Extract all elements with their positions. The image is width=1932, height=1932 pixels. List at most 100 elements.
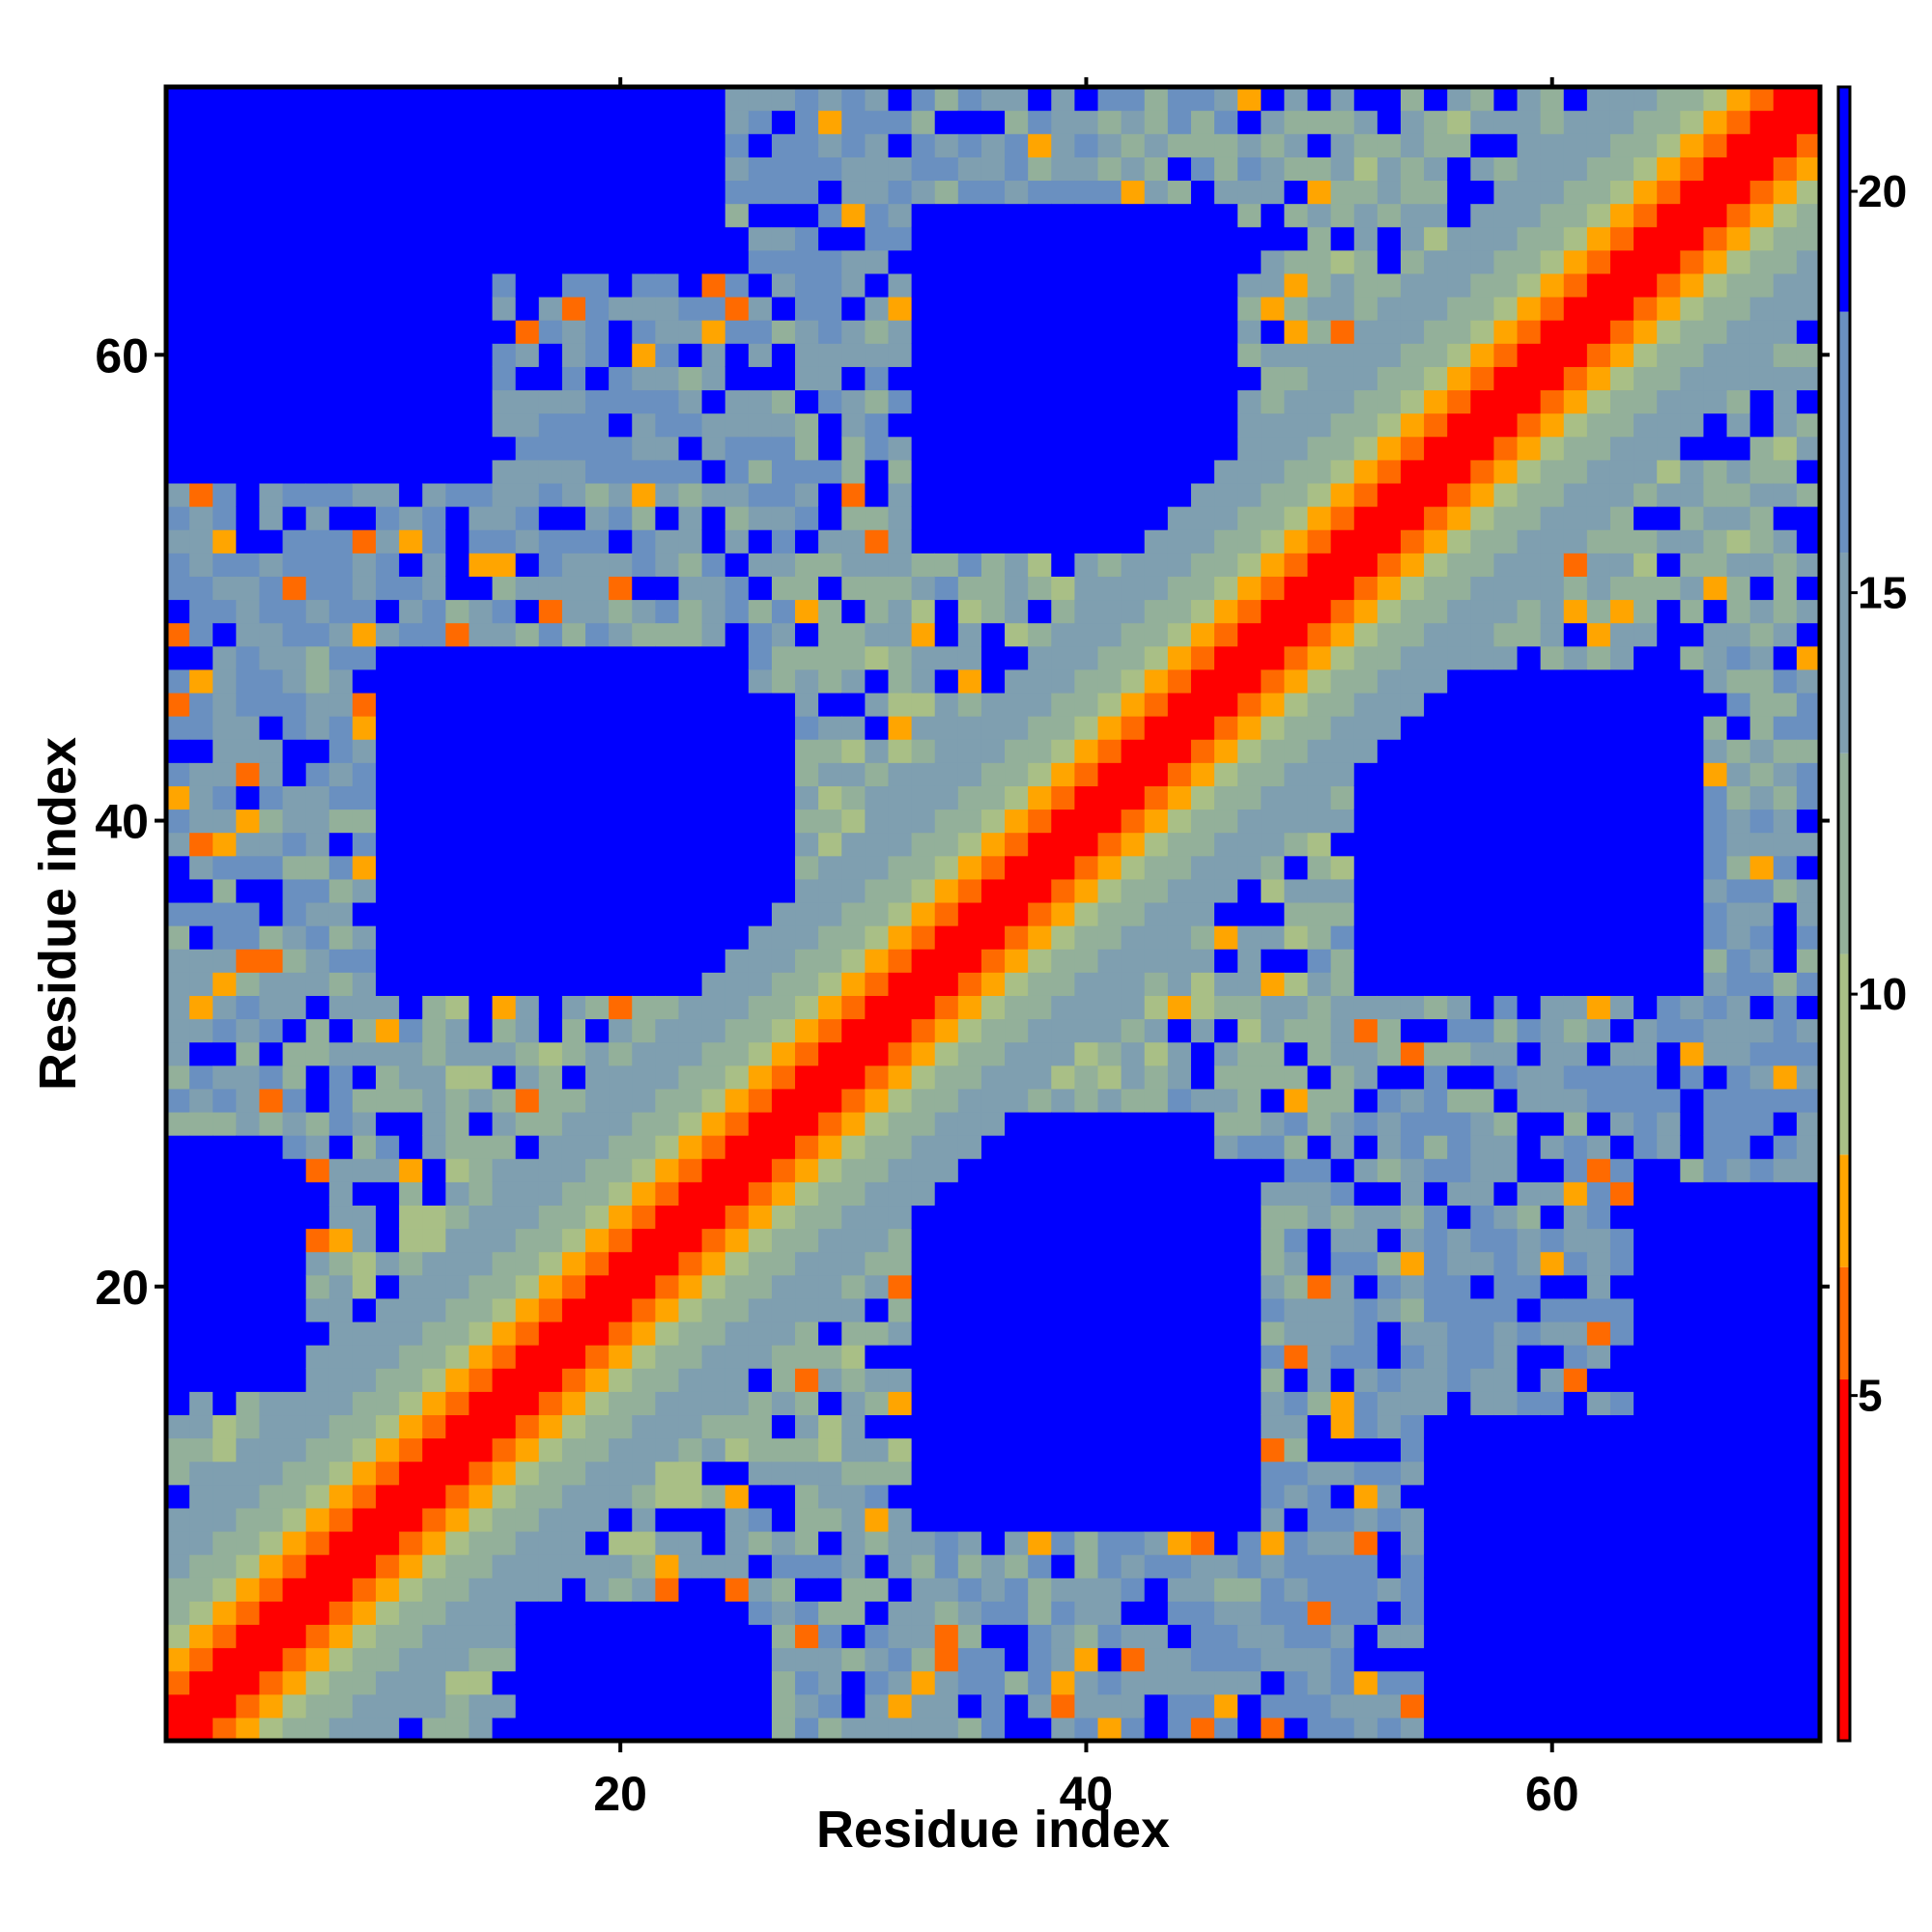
heatmap-cell xyxy=(1470,506,1495,530)
heatmap-cell xyxy=(1447,343,1471,367)
heatmap-cell xyxy=(1074,156,1099,182)
heatmap-cell xyxy=(934,180,959,205)
heatmap-cell xyxy=(1470,785,1495,810)
heatmap-cell xyxy=(1307,226,1332,251)
heatmap-cell xyxy=(1540,553,1565,577)
heatmap-cell xyxy=(1377,249,1402,274)
heatmap-cell xyxy=(352,762,377,786)
heatmap-cell xyxy=(328,855,354,880)
heatmap-cell xyxy=(1121,1297,1146,1322)
heatmap-cell xyxy=(445,785,470,810)
heatmap-cell xyxy=(701,1111,726,1136)
heatmap-cell xyxy=(538,389,563,414)
heatmap-cell xyxy=(328,412,354,438)
heatmap-cell xyxy=(678,668,703,694)
heatmap-cell xyxy=(957,482,982,507)
heatmap-cell xyxy=(422,925,446,950)
heatmap-cell xyxy=(1284,1484,1309,1509)
heatmap-cell xyxy=(957,716,982,740)
heatmap-cell xyxy=(166,878,190,903)
heatmap-cell xyxy=(538,1391,563,1416)
heatmap-cell xyxy=(1028,855,1052,880)
heatmap-cell xyxy=(1586,1507,1611,1532)
heatmap-cell xyxy=(818,436,842,461)
heatmap-cell xyxy=(1167,133,1192,157)
heatmap-cell xyxy=(1749,1228,1775,1253)
heatmap-cell xyxy=(911,716,936,740)
heatmap-cell xyxy=(865,739,890,763)
heatmap-cell xyxy=(724,739,750,763)
heatmap-cell xyxy=(1097,972,1122,996)
heatmap-cell xyxy=(911,1368,936,1392)
heatmap-cell xyxy=(1657,1391,1681,1416)
heatmap-cell xyxy=(515,1414,540,1439)
heatmap-cell xyxy=(1261,436,1286,461)
heatmap-cell xyxy=(282,668,307,694)
heatmap-cell xyxy=(1540,1181,1565,1207)
heatmap-cell xyxy=(1517,1624,1542,1649)
heatmap-cell xyxy=(1261,1321,1286,1346)
heatmap-cell xyxy=(538,1368,563,1392)
heatmap-cell xyxy=(259,459,284,484)
heatmap-cell xyxy=(469,320,494,344)
heatmap-cell xyxy=(1563,855,1588,880)
heatmap-cell xyxy=(1609,599,1634,624)
heatmap-cell xyxy=(236,553,261,577)
heatmap-cell xyxy=(1097,762,1122,786)
heatmap-cell xyxy=(328,459,354,484)
heatmap-cell xyxy=(515,506,540,530)
heatmap-cell xyxy=(1121,832,1146,857)
heatmap-cell xyxy=(748,1484,773,1509)
heatmap-cell xyxy=(1097,995,1122,1020)
heatmap-cell xyxy=(911,343,936,367)
heatmap-cell xyxy=(1005,809,1029,834)
heatmap-cell xyxy=(865,272,890,298)
heatmap-cell xyxy=(1680,320,1705,344)
heatmap-cell xyxy=(166,249,190,274)
heatmap-cell xyxy=(328,1088,354,1113)
heatmap-cell xyxy=(1005,1205,1029,1230)
heatmap-cell xyxy=(1237,459,1262,484)
heatmap-cell xyxy=(1749,925,1775,950)
heatmap-cell xyxy=(1470,1414,1495,1439)
heatmap-cell xyxy=(305,1601,330,1626)
heatmap-cell xyxy=(818,87,842,111)
heatmap-cell xyxy=(189,1345,213,1369)
heatmap-cell xyxy=(1609,995,1634,1020)
heatmap-cell xyxy=(1424,1414,1448,1439)
heatmap-cell xyxy=(282,389,307,414)
heatmap-cell xyxy=(259,878,284,903)
heatmap-cell xyxy=(1167,1647,1192,1672)
heatmap-cell xyxy=(1307,995,1332,1020)
heatmap-cell xyxy=(1005,203,1029,228)
heatmap-cell xyxy=(469,1601,494,1626)
heatmap-cell xyxy=(422,180,446,205)
heatmap-cell xyxy=(1657,529,1681,554)
heatmap-cell xyxy=(328,599,354,624)
heatmap-cell xyxy=(305,832,330,857)
heatmap-cell xyxy=(1307,1321,1332,1346)
heatmap-cell xyxy=(538,320,563,344)
heatmap-cell xyxy=(724,1345,750,1369)
heatmap-cell xyxy=(492,949,517,973)
heatmap-cell xyxy=(259,506,284,530)
heatmap-cell xyxy=(1726,1507,1751,1532)
heatmap-cell xyxy=(1400,1577,1425,1602)
heatmap-cell xyxy=(352,1507,377,1532)
heatmap-cell xyxy=(1586,343,1611,367)
heatmap-cell xyxy=(561,1670,586,1695)
heatmap-cell xyxy=(655,1135,680,1159)
heatmap-cell xyxy=(1703,1088,1728,1113)
heatmap-cell xyxy=(259,1041,284,1066)
heatmap-cell xyxy=(445,553,470,577)
heatmap-cell xyxy=(469,1554,494,1578)
heatmap-cell xyxy=(445,343,470,367)
heatmap-cell xyxy=(166,1507,190,1532)
heatmap-cell xyxy=(1586,599,1611,624)
heatmap-cell xyxy=(1353,972,1378,996)
heatmap-cell xyxy=(1703,785,1728,810)
heatmap-cell xyxy=(1353,668,1378,694)
heatmap-cell xyxy=(980,1228,1006,1253)
heatmap-cell xyxy=(724,1530,750,1555)
heatmap-cell xyxy=(1214,1717,1238,1742)
